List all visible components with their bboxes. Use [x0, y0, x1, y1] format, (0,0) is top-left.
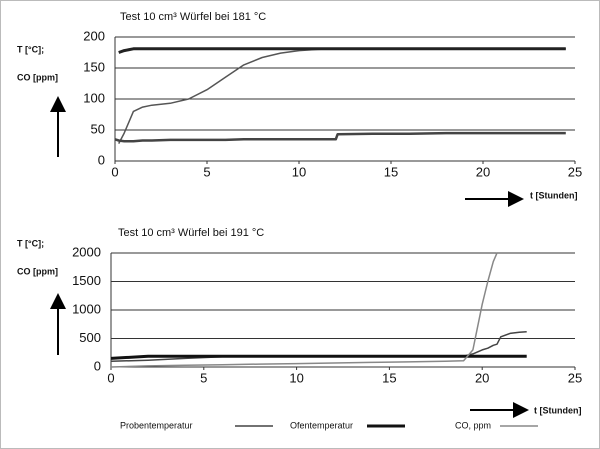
x-tick-label: 15	[382, 370, 396, 385]
x-tick-label: 10	[292, 164, 306, 179]
x-tick-label: 5	[200, 370, 207, 385]
data-line	[118, 48, 566, 144]
x-tick-label: 5	[203, 164, 210, 179]
legend-label: CO, ppm	[455, 420, 491, 430]
y-tick-label: 200	[83, 28, 105, 43]
data-line	[110, 252, 498, 368]
x-tick-label: 25	[568, 164, 582, 179]
chart-title: Test 10 cm³ Würfel bei 191 °C	[118, 227, 264, 239]
y-tick-label: 100	[83, 90, 105, 105]
y-axis-label: CO [ppm]	[17, 72, 58, 82]
y-tick-label: 50	[91, 121, 105, 136]
x-tick-label: 0	[111, 164, 118, 179]
y-axis-label: T [°C];	[17, 238, 44, 248]
data-line	[118, 47, 566, 54]
y-tick-label: 500	[79, 330, 101, 345]
legend-label: Probentemperatur	[120, 420, 193, 430]
x-axis-label: t [Stunden]	[534, 405, 582, 415]
data-line	[114, 131, 566, 143]
y-axis-label: CO [ppm]	[17, 266, 58, 276]
y-tick-label: 0	[98, 152, 105, 167]
y-tick-label: 1000	[72, 301, 101, 316]
y-tick-label: 1500	[72, 273, 101, 288]
x-tick-label: 25	[568, 370, 582, 385]
y-tick-label: 150	[83, 59, 105, 74]
x-tick-label: 20	[475, 370, 489, 385]
x-tick-label: 0	[107, 370, 114, 385]
x-axis-label: t [Stunden]	[530, 190, 578, 200]
data-line	[110, 354, 527, 360]
y-axis-label: T [°C];	[17, 44, 44, 54]
y-tick-label: 0	[94, 358, 101, 373]
y-tick-label: 2000	[72, 244, 101, 259]
legend-label: Ofentemperatur	[290, 420, 353, 430]
x-tick-label: 10	[289, 370, 303, 385]
x-tick-label: 20	[476, 164, 490, 179]
x-tick-label: 15	[384, 164, 398, 179]
chart-title: Test 10 cm³ Würfel bei 181 °C	[120, 11, 266, 23]
